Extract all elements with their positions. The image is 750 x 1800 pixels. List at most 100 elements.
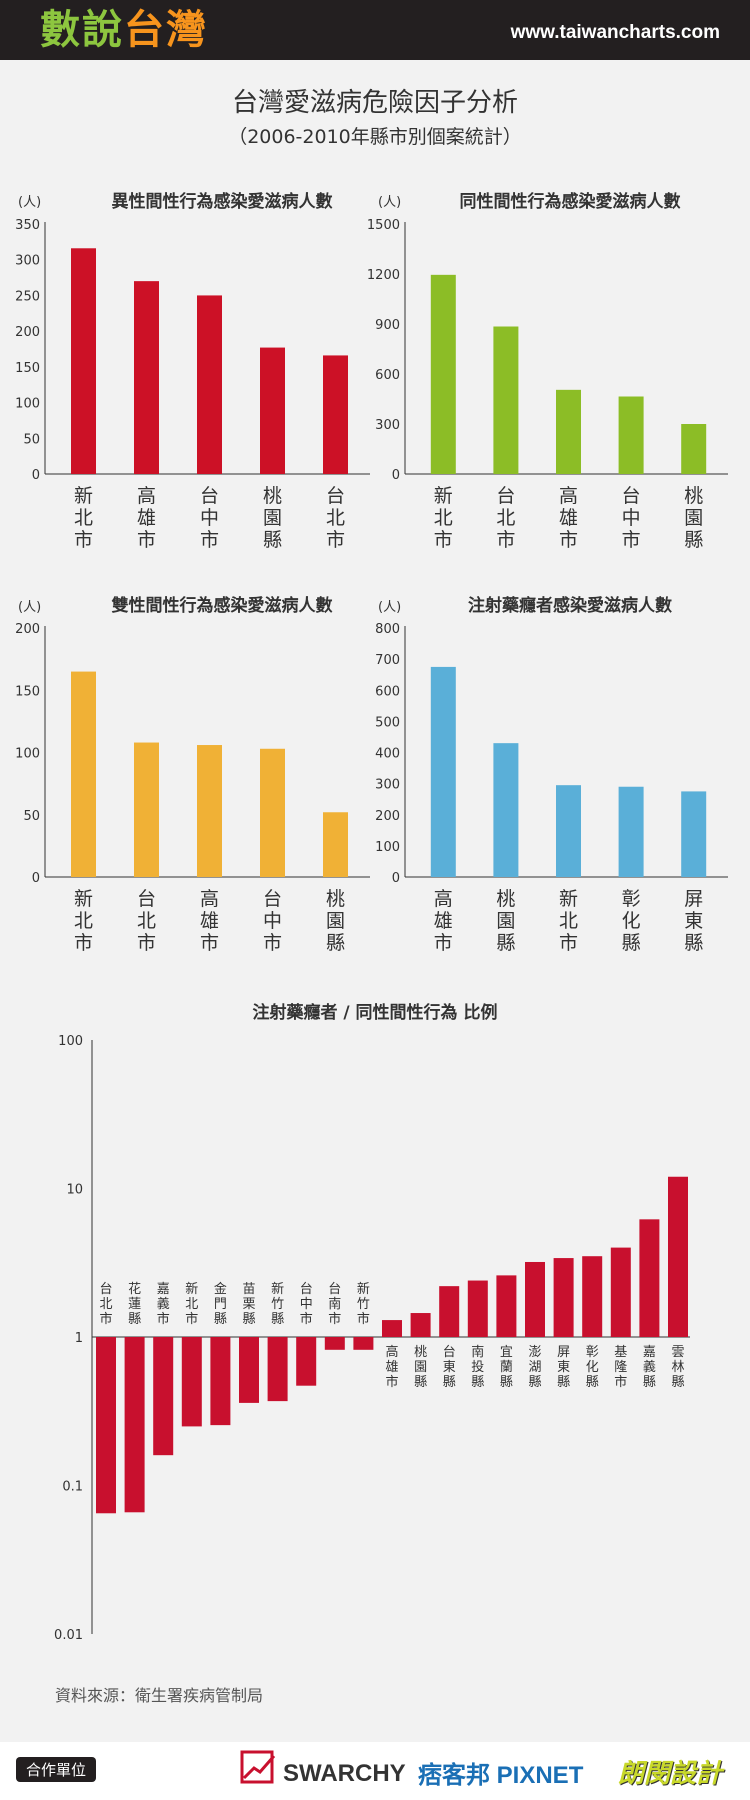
chart5-x-label-char: 市: [157, 1311, 170, 1327]
chart4-x-label-char: 縣: [684, 932, 703, 954]
chart4-x-label-char: 縣: [622, 932, 641, 954]
chart3-x-label-char: 北: [74, 910, 93, 932]
page-subtitle: （2006-2010年縣市別個案統計）: [228, 126, 522, 148]
chart5-x-label-char: 林: [671, 1360, 684, 1375]
chart5-x-label-char: 澎: [528, 1345, 541, 1360]
chart5-x-label: 嘉義縣: [643, 1345, 656, 1390]
design-studio-logo[interactable]: 朗閔設計: [618, 1759, 723, 1789]
chart5-x-label-char: 雄: [385, 1360, 398, 1375]
chart5-x-label-char: 縣: [242, 1312, 255, 1327]
swarchy-logo[interactable]: SWARCHY: [283, 1760, 406, 1787]
swarchy-logo-icon[interactable]: [240, 1750, 280, 1786]
chart5-x-label-char: 雲: [671, 1345, 684, 1360]
chart1-x-label-char: 桃: [263, 485, 282, 507]
chart2-y-tick: 1200: [367, 268, 400, 283]
chart4-y-tick: 200: [375, 809, 400, 824]
chart3-bar: [323, 812, 348, 877]
chart5-x-label-char: 台: [99, 1282, 112, 1297]
chart5-x-label-char: 市: [385, 1374, 398, 1390]
chart3-x-label-char: 北: [137, 910, 156, 932]
chart5-bar: [353, 1337, 374, 1350]
brand-logo[interactable]: 數說台灣: [40, 7, 208, 53]
chart4-y-tick: 800: [375, 622, 400, 637]
chart2-x-label-char: 市: [434, 529, 453, 551]
chart5-x-label-char: 彰: [586, 1344, 599, 1360]
chart5-x-label: 南投縣: [471, 1344, 484, 1390]
chart3-x-label-char: 園: [326, 910, 345, 932]
chart5-x-label-char: 北: [99, 1297, 112, 1312]
chart3-y-tick: 200: [15, 622, 40, 637]
chart4-x-label: 屏東縣: [684, 888, 703, 954]
chart4-y-tick: 700: [375, 653, 400, 668]
chart2-x-label-char: 市: [622, 529, 641, 551]
chart3-x-label-char: 中: [263, 910, 282, 932]
chart5-x-label: 台南市: [328, 1282, 341, 1327]
chart1-x-label-char: 園: [263, 507, 282, 529]
chart1-bar: [260, 347, 285, 474]
chart4-x-label-char: 北: [559, 910, 578, 932]
chart2-unit-label: (人): [378, 195, 401, 210]
chart5-x-label-char: 高: [385, 1344, 398, 1360]
chart5-x-label-char: 台: [328, 1282, 341, 1297]
chart1-x-label-char: 市: [326, 529, 345, 551]
chart2-x-label-char: 縣: [684, 529, 703, 551]
chart1-x-label-char: 台: [326, 485, 345, 507]
chart3-x-label: 桃園縣: [326, 888, 345, 954]
chart5-bar: [210, 1337, 231, 1426]
chart5-bar: [610, 1247, 631, 1337]
pixnet-logo[interactable]: 痞客邦 PIXNET: [418, 1762, 584, 1789]
site-url[interactable]: www.taiwancharts.com: [510, 22, 720, 43]
chart3-x-label-char: 桃: [326, 888, 345, 910]
chart5-bar: [96, 1337, 116, 1514]
chart3-x-label-char: 台: [137, 888, 156, 910]
chart5-x-label: 台東縣: [443, 1345, 456, 1390]
chart2-x-label-char: 北: [434, 507, 453, 529]
chart1-unit-label: (人): [18, 195, 41, 210]
chart5-x-label-char: 栗: [242, 1297, 255, 1312]
chart5-bar: [525, 1261, 545, 1337]
chart5-x-label-char: 南: [471, 1344, 484, 1360]
chart4-x-label-char: 化: [622, 910, 641, 932]
chart2-bar: [493, 326, 519, 474]
chart5-bar: [153, 1337, 174, 1456]
chart5-bar: [382, 1320, 402, 1337]
chart3-y-tick: 50: [23, 809, 40, 824]
chart5-y-tick: 100: [58, 1034, 83, 1049]
chart4-x-label-char: 縣: [496, 932, 515, 954]
footer-bar: 合作單位 SWARCHY 痞客邦 PIXNET 朗閔設計: [0, 1742, 750, 1800]
chart5-x-label-char: 桃: [414, 1345, 427, 1360]
chart5-bar: [439, 1286, 460, 1337]
chart1-x-label: 高雄市: [137, 485, 156, 551]
chart3-x-label-char: 縣: [326, 932, 345, 954]
chart5-x-label-char: 蘭: [500, 1359, 513, 1375]
chart3-x-label-char: 新: [74, 888, 93, 910]
chart2-x-label-char: 北: [496, 507, 515, 529]
chart1-y-tick: 300: [15, 254, 40, 269]
chart2-bar: [430, 274, 456, 474]
chart1-y-tick: 250: [15, 289, 40, 304]
chart5-x-label-char: 宜: [500, 1345, 513, 1360]
chart3-x-label: 高雄市: [200, 888, 219, 954]
chart4-x-label-char: 市: [559, 932, 578, 954]
chart5-x-label-char: 市: [185, 1311, 198, 1327]
chart2-bar: [618, 396, 644, 474]
chart2-x-label: 新北市: [434, 485, 453, 551]
chart1-x-label-char: 台: [200, 485, 219, 507]
chart5-x-label-char: 縣: [500, 1375, 513, 1390]
chart5-x-label-char: 隆: [614, 1360, 627, 1375]
chart5-x-label: 新竹市: [357, 1281, 370, 1327]
chart1-y-tick: 50: [23, 432, 40, 447]
chart2-x-label-char: 桃: [684, 485, 703, 507]
page-title: 台灣愛滋病危險因子分析: [231, 88, 518, 118]
chart4-x-label: 桃園縣: [496, 888, 515, 954]
chart4-x-label: 彰化縣: [622, 888, 641, 954]
chart1-x-label: 台北市: [326, 485, 345, 551]
chart5-x-label-char: 縣: [271, 1312, 284, 1327]
chart5-x-label-char: 縣: [671, 1375, 684, 1390]
chart5-x-label-char: 縣: [528, 1375, 541, 1390]
chart5-x-label-char: 市: [300, 1311, 313, 1327]
chart4-x-label: 高雄市: [434, 888, 453, 954]
chart4-bar: [556, 785, 581, 877]
chart1-x-label-char: 中: [200, 507, 219, 529]
chart5-x-label-char: 門: [214, 1297, 227, 1312]
